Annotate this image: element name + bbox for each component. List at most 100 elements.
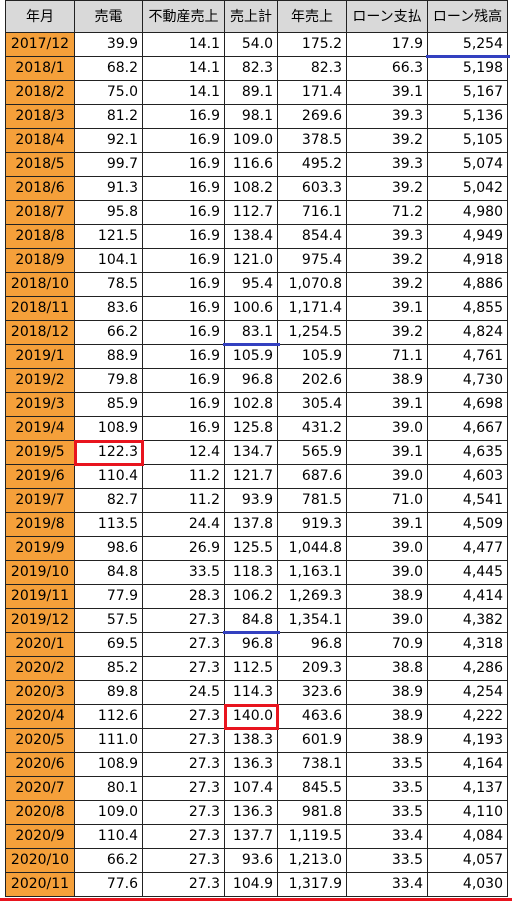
- value-cell: 57.5: [75, 609, 143, 633]
- value-cell: 39.9: [75, 33, 143, 57]
- value-cell: 79.8: [75, 369, 143, 393]
- month-cell: 2019/1: [5, 345, 75, 369]
- month-cell: 2019/4: [5, 417, 75, 441]
- value-cell: 70.9: [347, 633, 428, 657]
- value-cell: 110.4: [75, 825, 143, 849]
- value-cell: 39.1: [347, 81, 428, 105]
- value-cell: 75.0: [75, 81, 143, 105]
- highlight-box: [224, 704, 279, 730]
- month-cell: 2020/10: [5, 849, 75, 873]
- month-cell: 2020/2: [5, 657, 75, 681]
- column-header: 売上計: [225, 0, 278, 33]
- value-cell: 16.9: [143, 153, 225, 177]
- value-cell: 11.2: [143, 465, 225, 489]
- column-header: 売電: [75, 0, 143, 33]
- value-cell: 202.6: [278, 369, 347, 393]
- value-cell: 136.3: [225, 753, 278, 777]
- value-cell: 5,074: [428, 153, 508, 177]
- value-cell: 78.5: [75, 273, 143, 297]
- value-cell: 39.0: [347, 561, 428, 585]
- value-cell: 4,886: [428, 273, 508, 297]
- value-cell: 26.9: [143, 537, 225, 561]
- value-cell: 118.3: [225, 561, 278, 585]
- value-cell: 88.9: [75, 345, 143, 369]
- value-cell: 16.9: [143, 129, 225, 153]
- value-cell: 33.5: [347, 849, 428, 873]
- value-cell: 77.9: [75, 585, 143, 609]
- bottom-line: [0, 898, 512, 901]
- value-cell: 4,030: [428, 873, 508, 897]
- month-cell: 2019/9: [5, 537, 75, 561]
- month-cell: 2018/12: [5, 321, 75, 345]
- value-cell: 98.1: [225, 105, 278, 129]
- value-cell: 4,761: [428, 345, 508, 369]
- underline-mark: [426, 55, 510, 58]
- value-cell: 85.2: [75, 657, 143, 681]
- value-cell: 33.5: [347, 801, 428, 825]
- value-cell: 122.3: [75, 441, 143, 465]
- value-cell: 1,269.3: [278, 585, 347, 609]
- value-cell: 16.9: [143, 393, 225, 417]
- value-cell: 27.3: [143, 777, 225, 801]
- month-cell: 2019/3: [5, 393, 75, 417]
- value-cell: 92.1: [75, 129, 143, 153]
- value-cell: 84.8: [75, 561, 143, 585]
- value-cell: 80.1: [75, 777, 143, 801]
- value-cell: 104.1: [75, 249, 143, 273]
- value-cell: 39.0: [347, 465, 428, 489]
- value-cell: 39.2: [347, 177, 428, 201]
- value-cell: 269.6: [278, 105, 347, 129]
- value-cell: 738.1: [278, 753, 347, 777]
- value-cell: 33.4: [347, 825, 428, 849]
- value-cell: 27.3: [143, 801, 225, 825]
- value-cell: 781.5: [278, 489, 347, 513]
- value-cell: 16.9: [143, 417, 225, 441]
- value-cell: 16.9: [143, 177, 225, 201]
- column-header: 年月: [5, 0, 75, 33]
- value-cell: 98.6: [75, 537, 143, 561]
- value-cell: 4,084: [428, 825, 508, 849]
- month-cell: 2019/11: [5, 585, 75, 609]
- value-cell: 716.1: [278, 201, 347, 225]
- value-cell: 113.5: [75, 513, 143, 537]
- value-cell: 39.3: [347, 153, 428, 177]
- month-cell: 2018/4: [5, 129, 75, 153]
- value-cell: 83.1: [225, 321, 278, 345]
- value-cell: 16.9: [143, 273, 225, 297]
- value-cell: 121.0: [225, 249, 278, 273]
- value-cell: 1,044.8: [278, 537, 347, 561]
- value-cell: 109.0: [75, 801, 143, 825]
- value-cell: 71.0: [347, 489, 428, 513]
- value-cell: 85.9: [75, 393, 143, 417]
- value-cell: 33.5: [347, 753, 428, 777]
- value-cell: 4,137: [428, 777, 508, 801]
- value-cell: 603.3: [278, 177, 347, 201]
- month-cell: 2018/2: [5, 81, 75, 105]
- value-cell: 27.3: [143, 825, 225, 849]
- value-cell: 975.4: [278, 249, 347, 273]
- value-cell: 4,730: [428, 369, 508, 393]
- value-cell: 39.2: [347, 321, 428, 345]
- value-cell: 919.3: [278, 513, 347, 537]
- value-cell: 33.5: [347, 777, 428, 801]
- column-header: ローン支払: [347, 0, 428, 33]
- value-cell: 1,171.4: [278, 297, 347, 321]
- value-cell: 4,193: [428, 729, 508, 753]
- value-cell: 24.5: [143, 681, 225, 705]
- value-cell: 209.3: [278, 657, 347, 681]
- value-cell: 16.9: [143, 297, 225, 321]
- value-cell: 1,163.1: [278, 561, 347, 585]
- value-cell: 39.1: [347, 441, 428, 465]
- month-cell: 2020/3: [5, 681, 75, 705]
- value-cell: 82.3: [225, 57, 278, 81]
- value-cell: 96.8: [225, 369, 278, 393]
- value-cell: 16.9: [143, 345, 225, 369]
- highlight-box: [74, 440, 144, 466]
- column-header: 年売上: [278, 0, 347, 33]
- value-cell: 4,855: [428, 297, 508, 321]
- value-cell: 4,980: [428, 201, 508, 225]
- month-cell: 2020/5: [5, 729, 75, 753]
- value-cell: 27.3: [143, 873, 225, 897]
- value-cell: 305.4: [278, 393, 347, 417]
- value-cell: 105.9: [225, 345, 278, 369]
